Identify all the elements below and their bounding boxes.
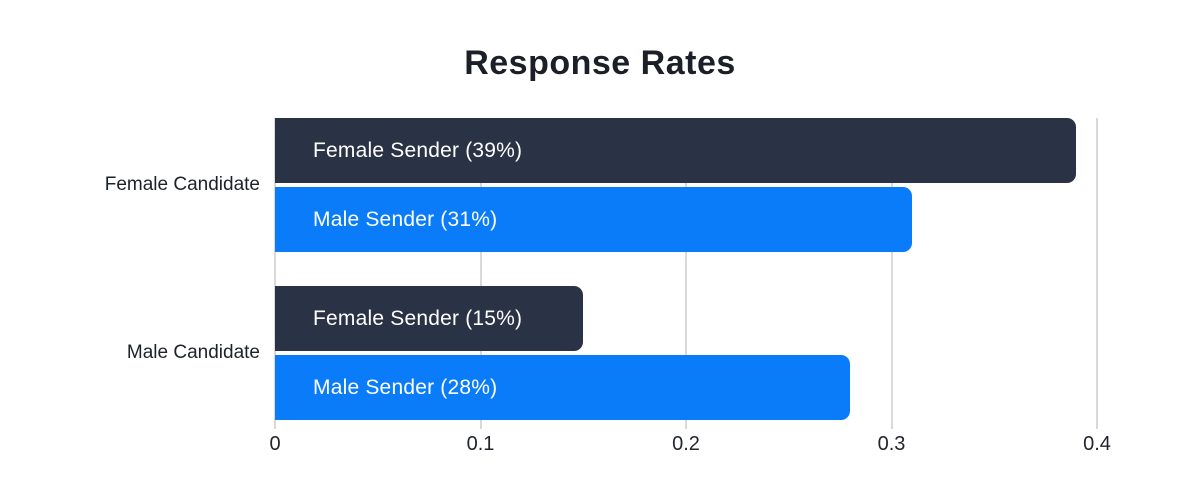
- bar-value-label: Female Sender (15%): [313, 306, 523, 330]
- gridline-x-0: [274, 118, 276, 429]
- bar-male-sender-female-candidate: Male Sender (31%): [275, 187, 913, 252]
- gridline-x-0.4: [1096, 118, 1098, 429]
- gridline-x-0.2: [685, 118, 687, 429]
- x-tick-label: 0.3: [877, 433, 906, 455]
- x-tick-label: 0: [269, 433, 281, 455]
- bar-female-sender-male-candidate: Female Sender (15%): [275, 286, 584, 351]
- gridline-x-0.3: [890, 118, 893, 429]
- bar-value-label: Female Sender (39%): [313, 138, 523, 162]
- bar-female-sender-female-candidate: Female Sender (39%): [275, 118, 1077, 183]
- bar-male-sender-male-candidate: Male Sender (28%): [275, 355, 851, 420]
- x-tick-label: 0.2: [672, 433, 700, 455]
- category-label-female-candidate: Female Candidate: [104, 174, 260, 195]
- x-tick-label: 0.1: [466, 433, 495, 455]
- plot-area: 0 0.1 0.2 0.3 0.4 Female Sender (39%) Male Sen…: [105, 118, 1111, 455]
- gridline-x-0.1: [479, 118, 482, 429]
- bar-value-label: Male Sender (28%): [313, 375, 498, 399]
- bar-value-label: Male Sender (31%): [313, 207, 498, 231]
- x-tick-label: 0.4: [1083, 433, 1111, 455]
- chart-title: Response Rates: [464, 44, 736, 82]
- category-label-male-candidate: Male Candidate: [126, 342, 260, 363]
